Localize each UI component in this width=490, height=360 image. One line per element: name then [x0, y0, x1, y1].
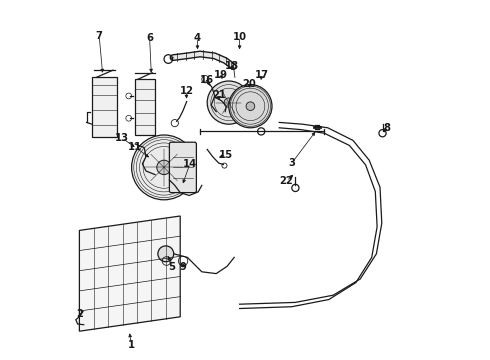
Text: 14: 14: [183, 159, 197, 169]
Circle shape: [157, 160, 171, 175]
Text: 12: 12: [179, 86, 194, 96]
Text: 13: 13: [115, 133, 129, 143]
Text: 9: 9: [180, 262, 187, 273]
Circle shape: [132, 135, 196, 200]
Circle shape: [246, 102, 255, 111]
Bar: [92, 77, 117, 137]
Circle shape: [224, 98, 233, 107]
Polygon shape: [79, 216, 180, 331]
Text: 3: 3: [288, 158, 295, 168]
Text: 20: 20: [243, 79, 256, 89]
Text: 5: 5: [168, 262, 175, 273]
Bar: [135, 79, 155, 135]
FancyBboxPatch shape: [170, 142, 196, 193]
Text: 22: 22: [279, 176, 294, 186]
Circle shape: [158, 246, 174, 262]
Text: 2: 2: [76, 309, 84, 319]
Text: 4: 4: [194, 33, 201, 43]
Text: 1: 1: [128, 340, 135, 350]
Text: 16: 16: [199, 75, 214, 85]
Text: 7: 7: [96, 31, 102, 41]
Text: 19: 19: [214, 69, 227, 80]
Text: 17: 17: [255, 69, 270, 80]
Text: 10: 10: [233, 32, 246, 42]
Text: 21: 21: [212, 90, 226, 100]
Text: 15: 15: [219, 150, 233, 160]
Text: 8: 8: [383, 123, 390, 133]
Circle shape: [207, 81, 250, 124]
Text: 18: 18: [225, 61, 239, 71]
Text: 6: 6: [146, 33, 153, 43]
Text: 11: 11: [127, 141, 142, 152]
Circle shape: [229, 85, 272, 128]
